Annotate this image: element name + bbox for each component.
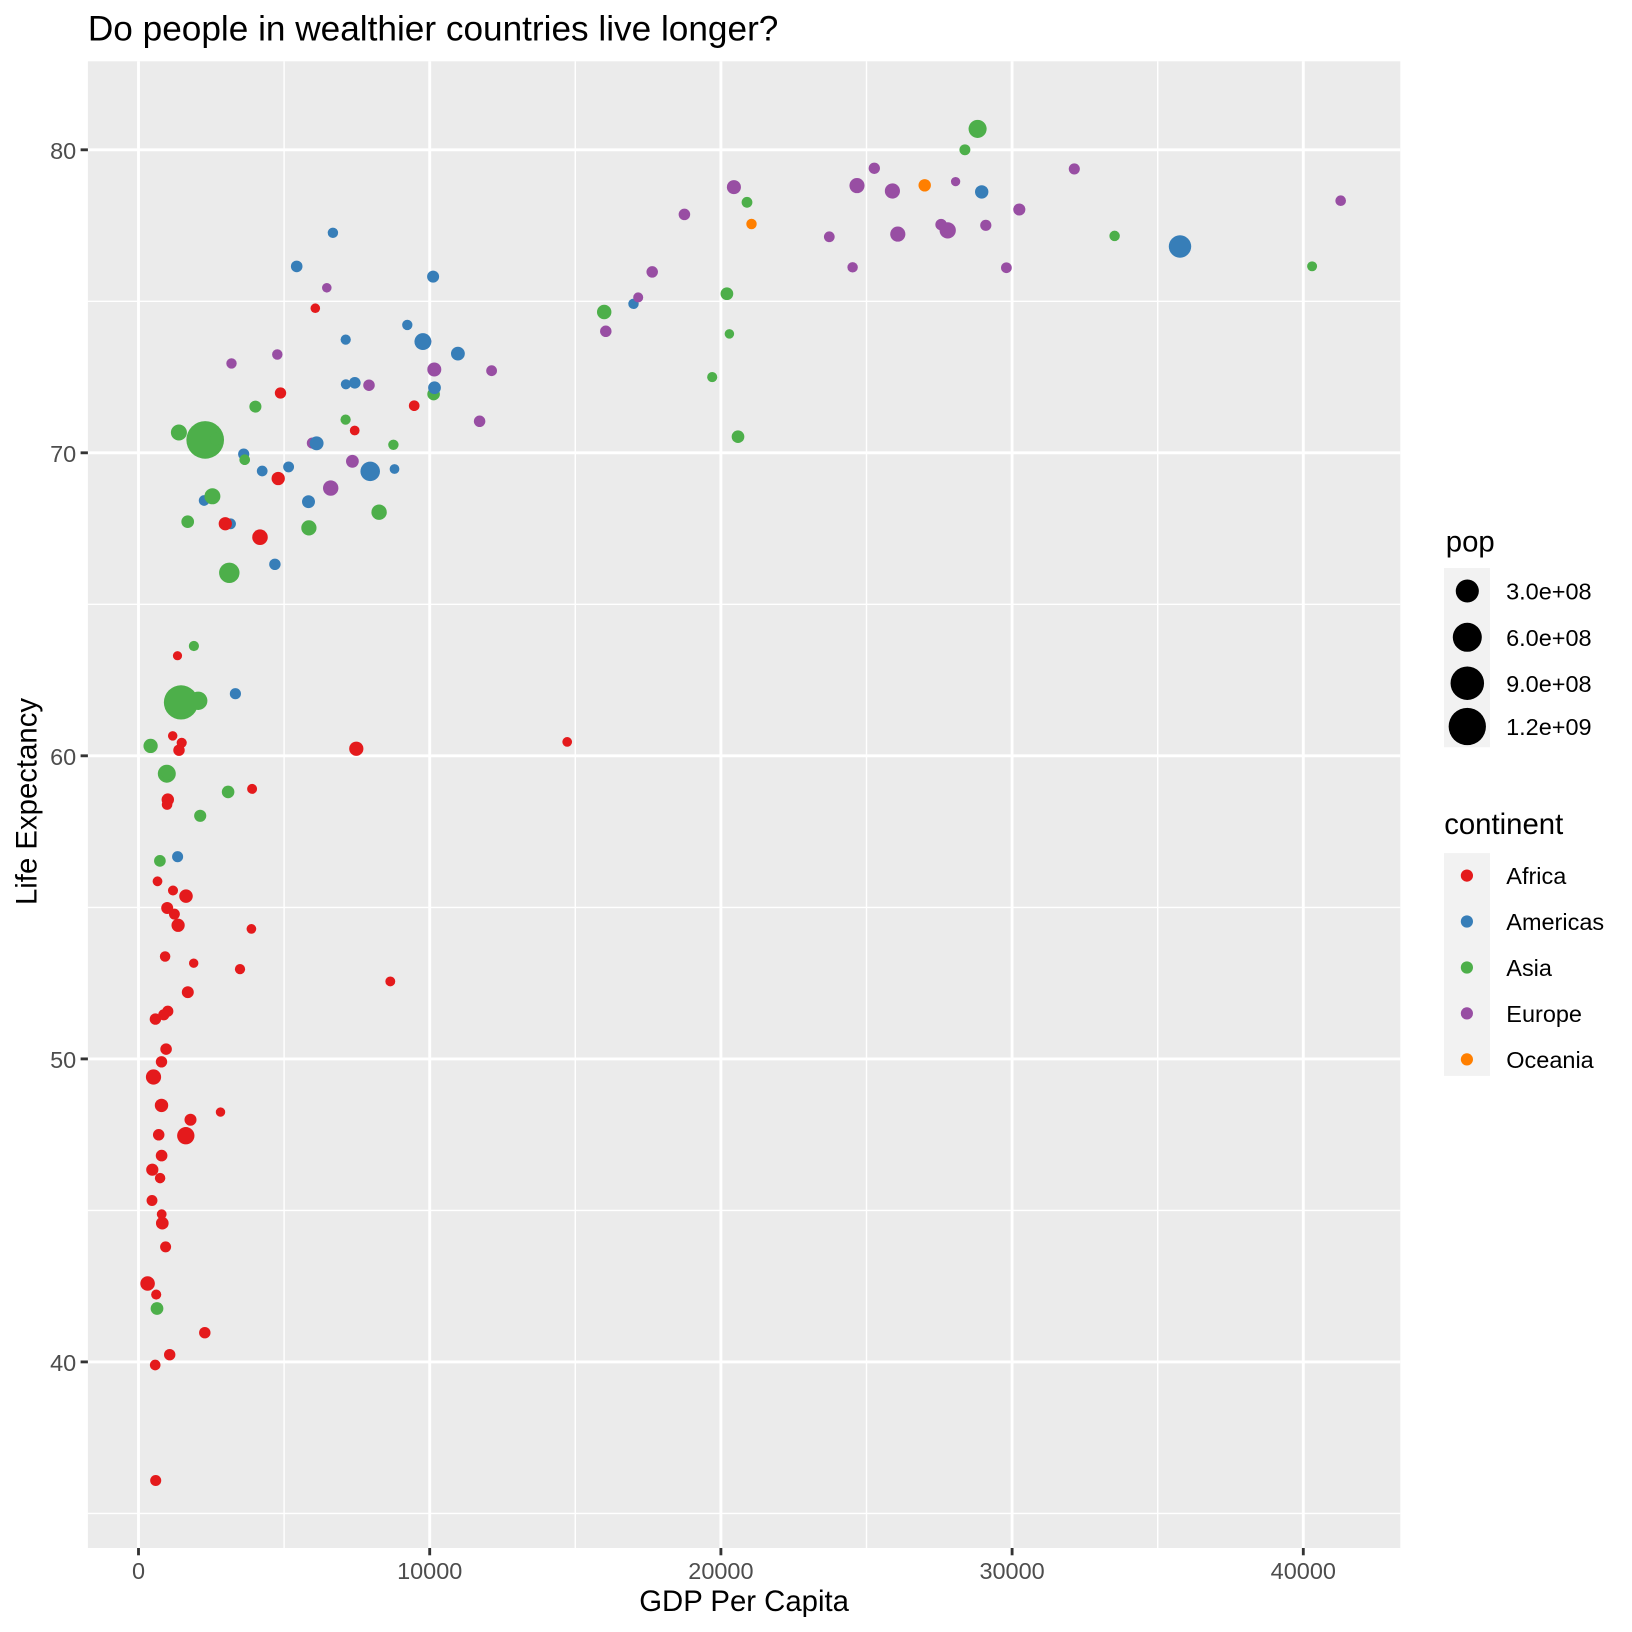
svg-text:Do people in wealthier countri: Do people in wealthier countries live lo… <box>88 9 778 48</box>
svg-text:Asia: Asia <box>1506 955 1553 981</box>
svg-text:Oceania: Oceania <box>1506 1047 1594 1073</box>
svg-text:continent: continent <box>1444 808 1563 841</box>
svg-text:1.2e+09: 1.2e+09 <box>1506 714 1592 740</box>
svg-text:60: 60 <box>50 744 76 770</box>
svg-text:70: 70 <box>50 441 76 467</box>
svg-text:3.0e+08: 3.0e+08 <box>1506 579 1592 605</box>
svg-text:Americas: Americas <box>1506 909 1604 935</box>
svg-text:0: 0 <box>132 1558 145 1584</box>
svg-text:50: 50 <box>50 1047 76 1073</box>
svg-text:40000: 40000 <box>1271 1558 1336 1584</box>
svg-text:GDP Per Capita: GDP Per Capita <box>639 1585 849 1618</box>
svg-text:pop: pop <box>1446 526 1495 559</box>
svg-text:9.0e+08: 9.0e+08 <box>1506 671 1592 697</box>
svg-text:Europe: Europe <box>1506 1001 1582 1027</box>
svg-text:10000: 10000 <box>397 1558 462 1584</box>
svg-text:Africa: Africa <box>1506 863 1567 889</box>
svg-text:40: 40 <box>50 1350 76 1376</box>
svg-text:30000: 30000 <box>979 1558 1044 1584</box>
svg-text:80: 80 <box>50 138 76 164</box>
svg-text:6.0e+08: 6.0e+08 <box>1506 625 1592 651</box>
svg-text:20000: 20000 <box>688 1558 753 1584</box>
svg-text:Life Expectancy: Life Expectancy <box>11 698 44 905</box>
